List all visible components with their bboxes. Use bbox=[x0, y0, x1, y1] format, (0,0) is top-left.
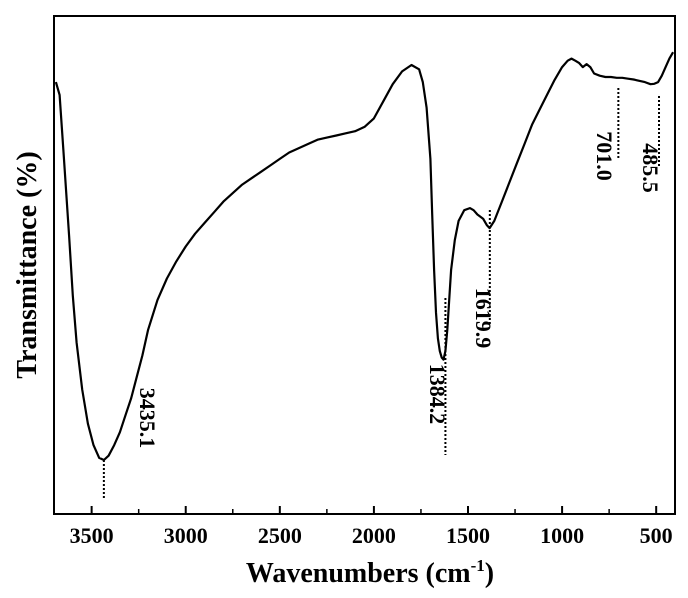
x-tick-label: 2000 bbox=[352, 523, 396, 548]
peak-label-1384.2: 1384.2 bbox=[425, 364, 450, 425]
peak-label-3435.1: 3435.1 bbox=[135, 388, 160, 449]
plot-frame bbox=[53, 15, 676, 515]
peak-label-701.0: 701.0 bbox=[592, 131, 617, 181]
x-tick-label: 3500 bbox=[70, 523, 114, 548]
x-tick-label: 1500 bbox=[446, 523, 490, 548]
peak-label-1619.9: 1619.9 bbox=[471, 288, 496, 349]
y-axis-title: Transmittance (%) bbox=[12, 151, 43, 378]
x-axis-title: Wavenumbers (cm-1) bbox=[246, 556, 494, 589]
peak-annotations: 3435.1 1384.2 1619.9 701.0 485.5 bbox=[102, 88, 663, 500]
x-ticks bbox=[90, 506, 658, 514]
x-tick-label: 2500 bbox=[258, 523, 302, 548]
x-tick-label: 500 bbox=[640, 523, 673, 548]
x-tick-label: 3000 bbox=[164, 523, 208, 548]
peak-label-485.5: 485.5 bbox=[638, 143, 663, 193]
x-tick-labels: 3500 3000 2500 2000 1500 1000 500 bbox=[70, 523, 673, 548]
x-tick-label: 1000 bbox=[540, 523, 584, 548]
spectrum-line bbox=[54, 51, 675, 462]
